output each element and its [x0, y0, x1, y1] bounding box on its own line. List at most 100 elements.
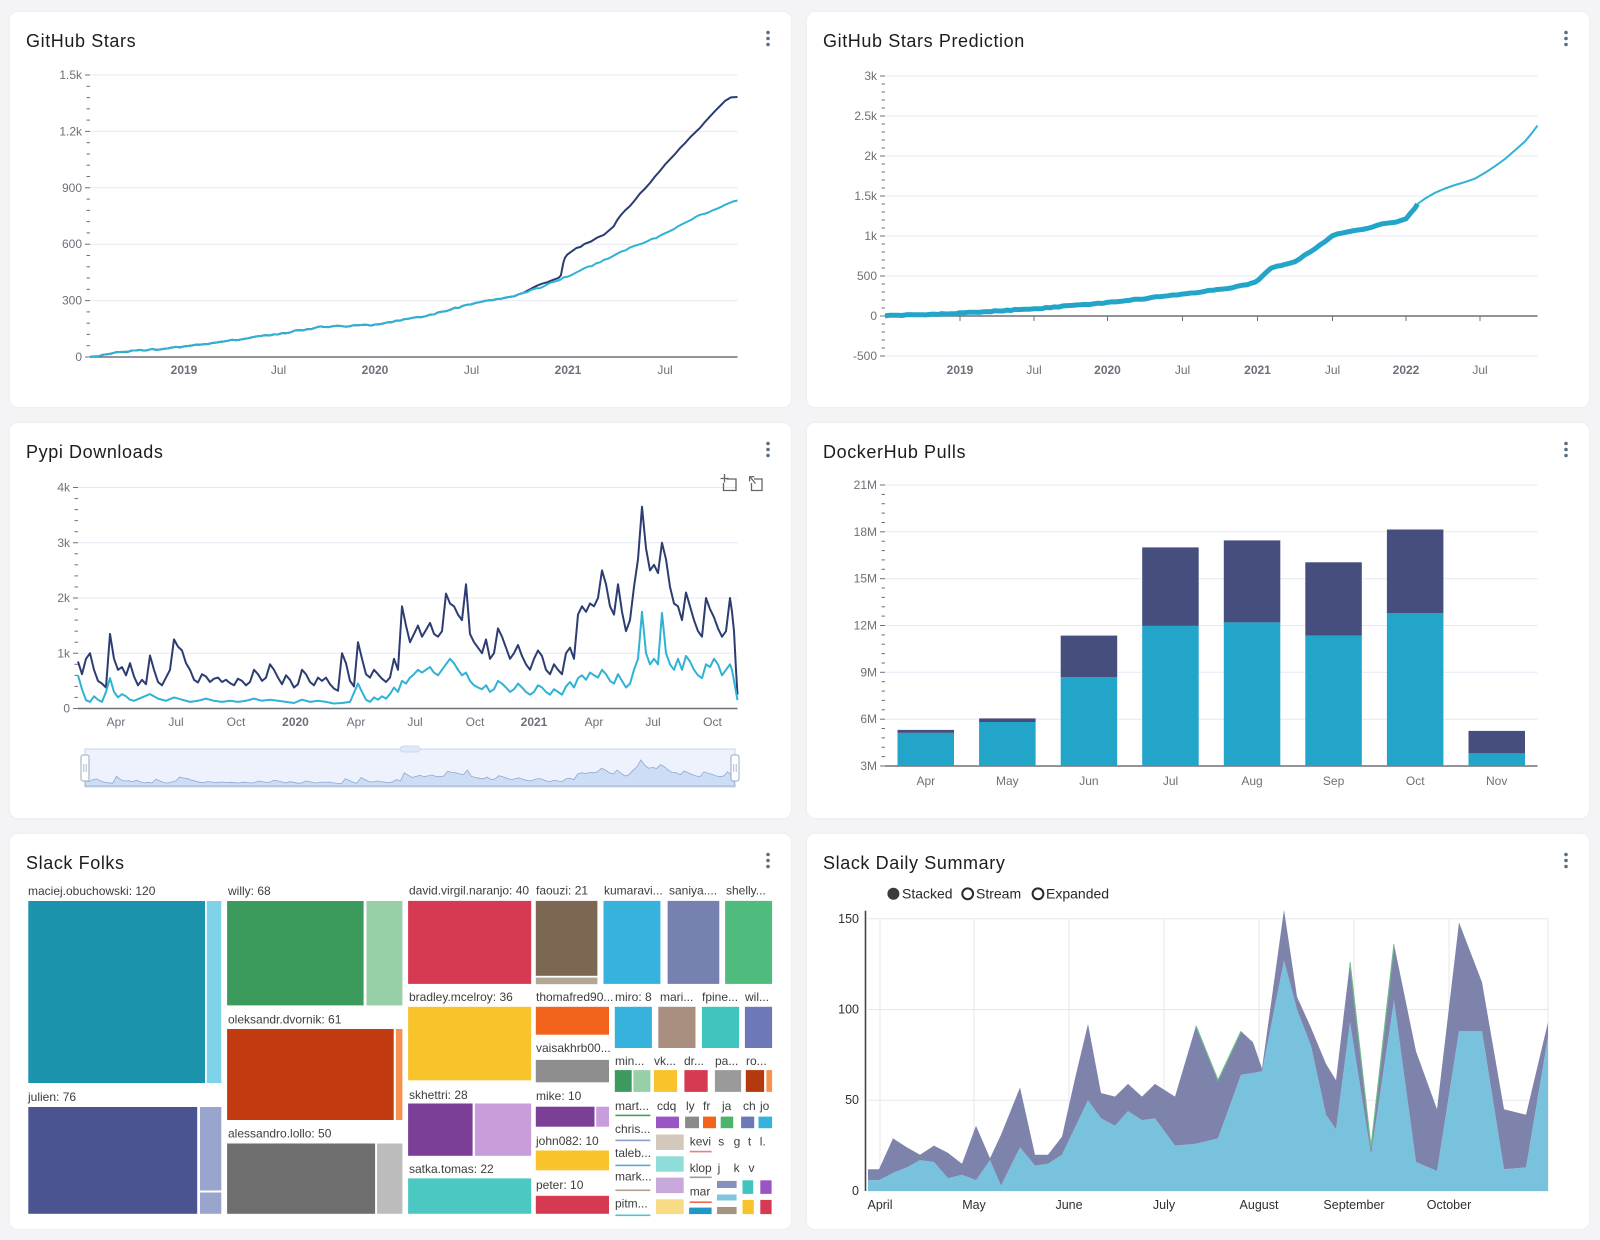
svg-text:2019: 2019 — [947, 363, 974, 377]
svg-text:12M: 12M — [854, 619, 877, 633]
svg-text:Oct: Oct — [703, 715, 722, 729]
svg-text:g: g — [734, 1135, 741, 1149]
svg-text:Apr: Apr — [585, 715, 604, 729]
svg-text:Jul: Jul — [657, 363, 672, 377]
svg-text:wil...: wil... — [744, 990, 769, 1004]
svg-text:mart...: mart... — [615, 1099, 649, 1113]
svg-text:18M: 18M — [854, 525, 877, 539]
svg-text:Jul: Jul — [1163, 774, 1178, 788]
svg-text:June: June — [1055, 1198, 1082, 1212]
svg-text:2021: 2021 — [1244, 363, 1271, 377]
svg-text:cdq: cdq — [657, 1099, 676, 1113]
svg-text:satka.tomas: 22: satka.tomas: 22 — [409, 1162, 494, 1176]
svg-text:September: September — [1323, 1198, 1384, 1212]
svg-text:willy: 68: willy: 68 — [227, 884, 271, 898]
svg-text:v: v — [749, 1161, 755, 1175]
svg-text:mike: 10: mike: 10 — [536, 1089, 582, 1103]
svg-text:4k: 4k — [57, 481, 71, 495]
svg-text:Stream: Stream — [976, 886, 1021, 902]
svg-text:Stacked: Stacked — [902, 886, 953, 902]
svg-text:Apr: Apr — [347, 715, 366, 729]
svg-text:May: May — [962, 1198, 986, 1212]
svg-text:Jun: Jun — [1079, 774, 1098, 788]
svg-text:fr: fr — [703, 1099, 710, 1113]
svg-text:kevi: kevi — [690, 1135, 711, 1149]
svg-text:900: 900 — [62, 181, 82, 195]
svg-text:October: October — [1427, 1198, 1471, 1212]
svg-text:pa...: pa... — [715, 1054, 738, 1068]
svg-text:2019: 2019 — [171, 363, 198, 377]
svg-text:dr...: dr... — [684, 1054, 704, 1068]
svg-text:2020: 2020 — [362, 363, 389, 377]
svg-text:1.5k: 1.5k — [59, 68, 83, 82]
svg-text:Jul: Jul — [271, 363, 286, 377]
svg-text:ja: ja — [721, 1099, 732, 1113]
svg-text:Expanded: Expanded — [1046, 886, 1109, 902]
svg-text:l.: l. — [760, 1135, 766, 1149]
svg-text:3k: 3k — [864, 69, 878, 83]
svg-text:skhettri: 28: skhettri: 28 — [409, 1088, 468, 1102]
svg-text:john082: 10: john082: 10 — [535, 1134, 599, 1148]
svg-text:6M: 6M — [860, 712, 877, 726]
svg-text:-500: -500 — [853, 349, 877, 363]
svg-text:Jul: Jul — [1472, 363, 1487, 377]
svg-text:ly: ly — [686, 1099, 695, 1113]
svg-text:Jul: Jul — [1175, 363, 1190, 377]
svg-text:saniya....: saniya.... — [669, 884, 717, 898]
svg-text:100: 100 — [838, 1003, 859, 1017]
svg-text:2021: 2021 — [555, 363, 582, 377]
svg-text:taleb...: taleb... — [615, 1146, 651, 1160]
svg-text:j: j — [717, 1161, 721, 1175]
svg-text:min...: min... — [615, 1054, 644, 1068]
svg-text:alessandro.lollo: 50: alessandro.lollo: 50 — [228, 1127, 332, 1141]
svg-text:1.5k: 1.5k — [854, 189, 878, 203]
svg-text:July: July — [1153, 1198, 1176, 1212]
svg-text:david.virgil.naranjo: 40: david.virgil.naranjo: 40 — [409, 884, 529, 898]
svg-text:fpine...: fpine... — [702, 990, 738, 1004]
svg-text:Oct: Oct — [1406, 774, 1425, 788]
svg-text:600: 600 — [62, 237, 82, 251]
svg-text:Aug: Aug — [1241, 774, 1262, 788]
svg-text:0: 0 — [852, 1184, 859, 1198]
svg-text:jo: jo — [759, 1099, 770, 1113]
svg-text:maciej.obuchowski: 120: maciej.obuchowski: 120 — [28, 884, 156, 898]
svg-text:vk...: vk... — [654, 1054, 676, 1068]
svg-text:miro: 8: miro: 8 — [615, 990, 652, 1004]
svg-text:klop: klop — [690, 1161, 712, 1175]
svg-text:kumaravi...: kumaravi... — [604, 884, 663, 898]
svg-text:1k: 1k — [57, 646, 71, 660]
svg-text:chris...: chris... — [615, 1122, 650, 1136]
svg-text:mar: mar — [690, 1185, 711, 1199]
svg-text:April: April — [867, 1198, 892, 1212]
svg-text:2021: 2021 — [521, 715, 548, 729]
svg-text:Jul: Jul — [464, 363, 479, 377]
svg-text:1k: 1k — [864, 229, 878, 243]
svg-text:0: 0 — [75, 350, 82, 364]
svg-text:2k: 2k — [864, 149, 878, 163]
svg-text:Oct: Oct — [227, 715, 246, 729]
svg-text:faouzi: 21: faouzi: 21 — [536, 884, 588, 898]
svg-text:2020: 2020 — [1094, 363, 1121, 377]
svg-text:mari...: mari... — [660, 990, 693, 1004]
svg-text:t: t — [748, 1135, 752, 1149]
svg-text:oleksandr.dvornik: 61: oleksandr.dvornik: 61 — [228, 1013, 342, 1027]
svg-text:2020: 2020 — [282, 715, 309, 729]
svg-text:3k: 3k — [57, 536, 71, 550]
svg-text:Jul: Jul — [1026, 363, 1041, 377]
svg-text:Sep: Sep — [1323, 774, 1345, 788]
svg-text:500: 500 — [857, 269, 877, 283]
svg-text:Jul: Jul — [645, 715, 660, 729]
svg-text:mark...: mark... — [615, 1170, 652, 1184]
svg-text:thomafred90...: thomafred90... — [536, 990, 613, 1004]
svg-text:2022: 2022 — [1393, 363, 1420, 377]
svg-text:15M: 15M — [854, 572, 877, 586]
svg-text:Jul: Jul — [1325, 363, 1340, 377]
svg-text:Jul: Jul — [407, 715, 422, 729]
svg-text:3M: 3M — [860, 759, 877, 773]
svg-text:ro...: ro... — [746, 1054, 767, 1068]
svg-text:2k: 2k — [57, 591, 71, 605]
svg-text:300: 300 — [62, 294, 82, 308]
svg-text:9M: 9M — [860, 665, 877, 679]
svg-text:s: s — [718, 1135, 724, 1149]
svg-text:2.5k: 2.5k — [854, 109, 878, 123]
